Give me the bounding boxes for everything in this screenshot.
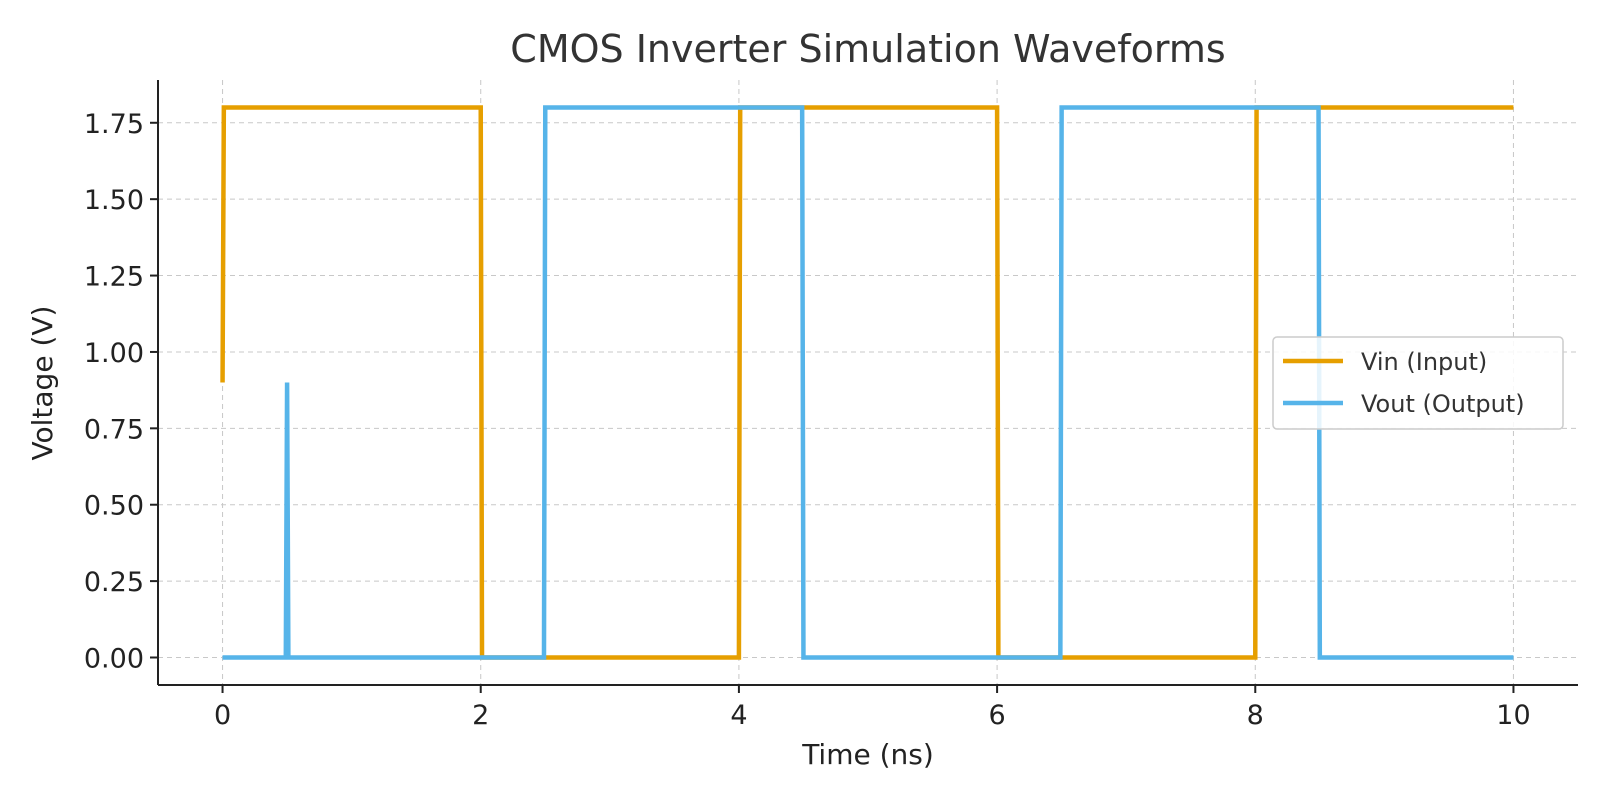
legend-label-vout: Vout (Output) — [1361, 390, 1525, 418]
x-tick-label: 6 — [988, 700, 1005, 731]
chart-title: CMOS Inverter Simulation Waveforms — [510, 27, 1225, 71]
y-tick-label: 1.75 — [84, 109, 144, 140]
y-tick-label: 0.75 — [84, 414, 144, 445]
x-tick-label: 4 — [730, 700, 747, 731]
axes-layer — [157, 80, 1578, 686]
x-axis-label: Time (ns) — [801, 738, 934, 771]
x-tick-label: 2 — [472, 700, 489, 731]
legend-frame — [1272, 336, 1564, 430]
y-tick-label: 0.50 — [84, 491, 144, 522]
y-tick-label: 0.00 — [84, 644, 144, 675]
legend: Vin (Input) Vout (Output) — [1272, 336, 1564, 430]
y-tick-label: 1.50 — [84, 185, 144, 216]
y-tick-label: 1.25 — [84, 262, 144, 293]
y-tick-label: 1.00 — [84, 338, 144, 369]
series-line-vout — [222, 105, 1514, 660]
ticks-layer: 0 2 4 6 8 10 0.00 0.25 0.50 0.75 1.00 1.25 1.50 1.75 — [84, 109, 1531, 731]
x-tick-label: 10 — [1496, 700, 1530, 731]
x-tick-label: 8 — [1247, 700, 1264, 731]
series-layer — [220, 105, 1514, 660]
y-axis-label: Voltage (V) — [26, 306, 59, 461]
x-tick-label: 0 — [214, 700, 231, 731]
legend-label-vin: Vin (Input) — [1361, 348, 1487, 376]
y-tick-label: 0.25 — [84, 567, 144, 598]
